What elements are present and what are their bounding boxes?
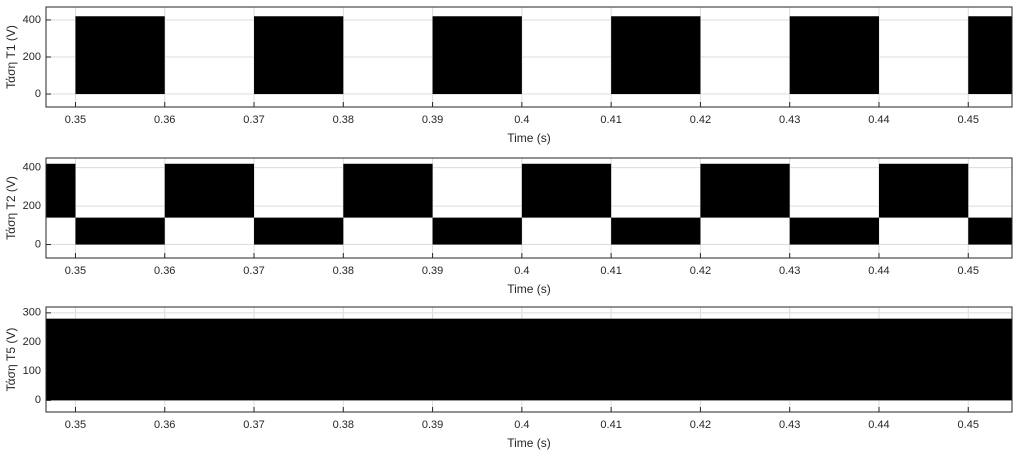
x-tick-label: 0.44 xyxy=(868,114,889,126)
x-tick-label: 0.44 xyxy=(868,265,889,277)
y-tick-label: 400 xyxy=(23,14,41,26)
switching-band xyxy=(254,16,344,95)
x-tick-label: 0.4 xyxy=(514,265,529,277)
axes-box xyxy=(45,6,1013,108)
axes-box xyxy=(45,157,1013,259)
x-tick-label: 0.38 xyxy=(333,419,354,431)
y-axis-label: Τάση T5 (V) xyxy=(4,328,18,392)
x-tick-label: 0.36 xyxy=(154,114,175,126)
x-tick-label: 0.42 xyxy=(690,419,711,431)
switching-band xyxy=(968,217,1012,245)
x-tick-label: 0.39 xyxy=(422,265,443,277)
x-axis-label: Time (s) xyxy=(507,131,551,145)
x-tick-label: 0.4 xyxy=(514,419,529,431)
y-tick-label: 400 xyxy=(23,162,41,174)
x-tick-label: 0.44 xyxy=(868,419,889,431)
x-tick-label: 0.41 xyxy=(600,114,621,126)
switching-band xyxy=(75,16,165,95)
x-tick-label: 0.37 xyxy=(243,419,264,431)
x-tick-label: 0.39 xyxy=(422,114,443,126)
switching-band xyxy=(789,217,879,245)
switching-band xyxy=(432,217,522,245)
switching-band xyxy=(432,16,522,95)
y-tick-label: 200 xyxy=(23,336,41,348)
switching-band xyxy=(46,318,1012,401)
y-tick-label: 0 xyxy=(35,394,41,406)
x-tick-label: 0.36 xyxy=(154,419,175,431)
y-tick-label: 0 xyxy=(35,238,41,250)
y-tick-label: 200 xyxy=(23,51,41,63)
x-tick-label: 0.38 xyxy=(333,114,354,126)
x-tick-label: 0.35 xyxy=(65,114,86,126)
switching-band xyxy=(700,163,790,218)
x-axis-label: Time (s) xyxy=(507,436,551,450)
x-tick-label: 0.37 xyxy=(243,114,264,126)
x-tick-label: 0.37 xyxy=(243,265,264,277)
axes-box xyxy=(45,306,1013,413)
switching-band xyxy=(611,16,701,95)
switching-band xyxy=(343,163,433,218)
x-tick-label: 0.43 xyxy=(779,114,800,126)
switching-band xyxy=(164,163,255,218)
x-tick-label: 0.43 xyxy=(779,419,800,431)
x-tick-label: 0.45 xyxy=(958,114,979,126)
x-tick-label: 0.4 xyxy=(514,114,529,126)
switching-band xyxy=(46,163,76,218)
switching-band xyxy=(968,16,1012,95)
x-tick-label: 0.45 xyxy=(958,265,979,277)
switching-band xyxy=(611,217,701,245)
x-tick-label: 0.39 xyxy=(422,419,443,431)
y-tick-label: 200 xyxy=(23,200,41,212)
x-tick-label: 0.36 xyxy=(154,265,175,277)
x-tick-label: 0.41 xyxy=(600,265,621,277)
x-tick-label: 0.38 xyxy=(333,265,354,277)
x-tick-label: 0.41 xyxy=(600,419,621,431)
x-tick-label: 0.42 xyxy=(690,114,711,126)
x-tick-label: 0.35 xyxy=(65,419,86,431)
y-tick-label: 100 xyxy=(23,365,41,377)
y-axis-label: Τάση T2 (V) xyxy=(4,176,18,240)
x-axis-label: Time (s) xyxy=(507,282,551,296)
switching-band xyxy=(521,163,612,218)
y-tick-label: 300 xyxy=(23,307,41,319)
switching-band xyxy=(789,16,879,95)
x-tick-label: 0.35 xyxy=(65,265,86,277)
switching-band xyxy=(75,217,165,245)
switching-band xyxy=(878,163,969,218)
y-tick-label: 0 xyxy=(35,88,41,100)
y-axis-label: Τάση T1 (V) xyxy=(4,25,18,89)
x-tick-label: 0.45 xyxy=(958,419,979,431)
x-tick-label: 0.42 xyxy=(690,265,711,277)
switching-band xyxy=(254,217,344,245)
x-tick-label: 0.43 xyxy=(779,265,800,277)
